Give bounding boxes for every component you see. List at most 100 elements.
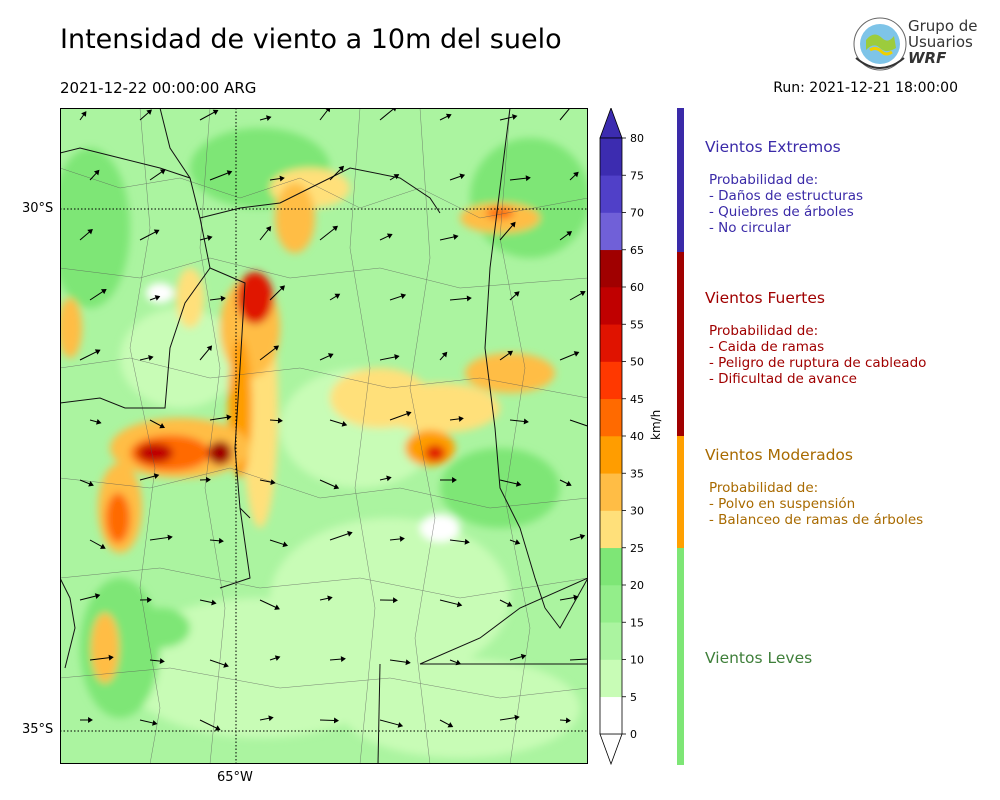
wind-vector-head	[573, 594, 579, 601]
wind-vector-head	[525, 175, 531, 182]
wind-vector-head	[87, 229, 93, 235]
wind-vector-head	[100, 543, 106, 549]
wind-vector-head	[400, 293, 407, 299]
wind-field-shading	[60, 128, 588, 758]
colorbar-band	[600, 696, 622, 735]
colorbar-extension-min	[599, 733, 623, 766]
wind-vector-head	[279, 285, 285, 291]
logo-text: Grupo de Usuarios WRF	[908, 17, 978, 67]
legend-category-bar	[677, 252, 684, 436]
colorbar-band	[600, 659, 622, 698]
legend-category-title: Vientos Fuertes	[705, 289, 825, 307]
colorbar-unit: km/h	[649, 409, 663, 440]
wind-vector-head	[152, 720, 158, 726]
wind-vector-head	[226, 414, 232, 421]
wind-vector-head	[506, 601, 513, 607]
legend-description-line: - Dificultad de avance	[709, 371, 857, 387]
colorbar-band	[600, 287, 622, 325]
legend-description-line: Probabilidad de:	[709, 172, 819, 188]
wind-vector-head	[153, 473, 160, 479]
legend-description-line: - Daños de estructuras	[709, 188, 864, 204]
wind-vectors	[79, 108, 588, 731]
colorbar-band	[600, 547, 622, 586]
wind-vector-head	[453, 234, 459, 240]
wind-vector-head	[94, 349, 101, 355]
wind-vector-head	[386, 475, 392, 482]
lon-label-65w: 65°W	[217, 770, 253, 785]
colorbar-band	[600, 473, 622, 511]
wind-vector-head	[507, 350, 514, 356]
colorbar-band	[600, 585, 622, 623]
wind-vector-head	[167, 534, 173, 541]
wind-vector-head	[514, 539, 521, 545]
lat-label-30s: 30°S	[22, 201, 54, 216]
wind-vector-head	[93, 169, 100, 176]
province-borders	[60, 108, 588, 764]
legend-category-description: Probabilidad de: - Caida de ramas - Peligr…	[709, 323, 926, 387]
wind-vector-head	[452, 477, 457, 483]
wind-vector	[569, 419, 588, 427]
colorbar-tick-label: 15	[630, 616, 644, 629]
wind-vector-head	[226, 170, 233, 176]
wind-vector-head	[153, 229, 160, 235]
legend-description-line: - Balanceo de ramas de árboles	[709, 512, 924, 528]
wind-vector-head	[393, 597, 398, 604]
wind-vector-head	[405, 411, 412, 417]
wind-vector-head	[108, 654, 114, 661]
wind-vector-head	[333, 483, 340, 490]
wind-vector-head	[334, 293, 341, 299]
wind-vector-head	[212, 109, 219, 115]
wind-vector	[559, 108, 571, 121]
map-frame	[60, 108, 588, 764]
colorbar-band	[600, 175, 622, 213]
wind-vector-head	[513, 291, 520, 297]
colorbar-tick-label: 65	[630, 244, 644, 257]
colorbar-tick-label: 45	[630, 393, 644, 406]
wind-vector-head	[159, 169, 166, 175]
wind-vector-head	[393, 174, 400, 180]
colorbar-tick-label: 5	[630, 691, 637, 704]
colorbar-tick-label: 20	[630, 579, 644, 592]
legend-description-line: - No circular	[709, 220, 791, 236]
legend-category-description: Probabilidad de: - Polvo en suspensión - B…	[709, 480, 923, 528]
colorbar-band	[600, 436, 622, 474]
wind-vector-head	[386, 233, 393, 239]
wind-vector-head	[159, 658, 165, 664]
colorbar-band	[600, 398, 622, 437]
colorbar-tick-label: 70	[630, 207, 644, 220]
wind-vector-head	[573, 351, 580, 357]
wind-vector-head	[154, 295, 161, 301]
wind-vector-head	[265, 225, 272, 232]
wind-vector-head	[211, 599, 217, 606]
colorbar-band	[600, 249, 622, 288]
wind-vector-head	[266, 115, 272, 121]
wind-vector-head	[159, 423, 165, 429]
wind-vector-head	[456, 601, 463, 608]
wind-vector-head	[332, 225, 339, 232]
wind-vector-head	[270, 479, 276, 486]
legend-category-title: Vientos Extremos	[705, 138, 841, 156]
colorbar-band	[600, 324, 622, 362]
wind-vector-head	[579, 291, 586, 297]
colorbar-tick-label: 60	[630, 281, 644, 294]
legend-category-bar	[677, 108, 684, 252]
colorbar-tick-label: 25	[630, 542, 644, 555]
wind-vector-head	[148, 355, 154, 361]
wind-speed-colorbar: 0 5 10 15 20 25 30 35 40 45 50 55 60 65 70 75 80	[599, 108, 644, 766]
wind-vector-head	[447, 722, 454, 728]
wind-vector-head	[327, 595, 333, 602]
wind-vector-head	[441, 351, 448, 358]
colorbar-tick-label: 40	[630, 430, 644, 443]
wind-vector-head	[146, 109, 152, 115]
wind-vector-head	[510, 221, 516, 228]
wind-vector-head	[445, 113, 452, 120]
wind-vector-head	[464, 538, 470, 545]
colorbar-tick-label: 35	[630, 467, 644, 480]
wind-vector-head	[282, 541, 289, 548]
lat-label-35s: 35°S	[22, 722, 54, 737]
legend-description-line: Probabilidad de:	[709, 323, 819, 339]
wind-vector-head	[88, 717, 93, 723]
colorbar-band	[600, 622, 622, 660]
wind-vector-head	[515, 480, 522, 487]
run-time: Run: 2021-12-21 18:00:00	[773, 80, 958, 96]
